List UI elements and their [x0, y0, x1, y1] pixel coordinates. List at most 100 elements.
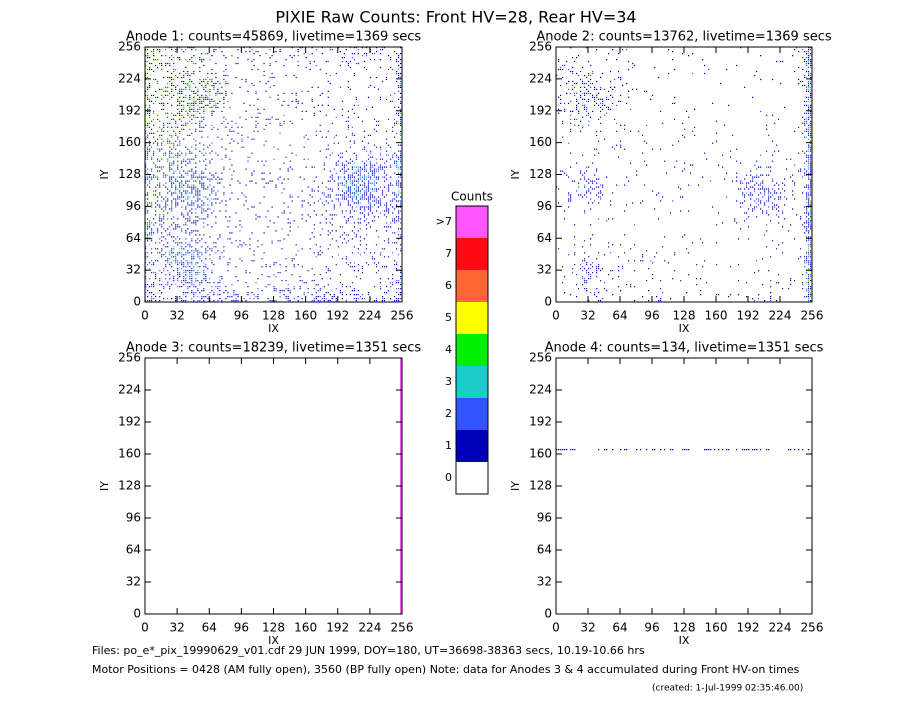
- y-tick-label: 64: [126, 231, 141, 245]
- y-tick-label: 96: [537, 511, 552, 525]
- y-tick-label: 160: [529, 135, 552, 149]
- x-tick-label: 0: [552, 309, 560, 323]
- y-axis-label: IY: [509, 481, 522, 491]
- x-tick-label: 64: [202, 309, 217, 323]
- pixel-texture: [556, 449, 810, 451]
- y-axis-label: IY: [509, 169, 522, 179]
- y-tick-label: 224: [118, 71, 141, 85]
- y-tick-label: 64: [537, 231, 552, 245]
- colorbar-swatch: [456, 206, 488, 238]
- panel: Anode 2: counts=13762, livetime=1369 sec…: [509, 30, 832, 336]
- colorbar-swatch: [456, 430, 488, 462]
- x-tick-label: 192: [737, 309, 760, 323]
- x-axis-label: IX: [268, 634, 279, 647]
- colorbar-label: >7: [436, 215, 452, 228]
- x-tick-label: 256: [801, 309, 824, 323]
- colorbar-swatch: [456, 238, 488, 270]
- colorbar-label: 1: [445, 439, 452, 452]
- y-axis-label: IY: [98, 481, 111, 491]
- colorbar-label: 4: [445, 343, 452, 356]
- y-tick-label: 32: [126, 263, 141, 277]
- figure-title: PIXIE Raw Counts: Front HV=28, Rear HV=3…: [275, 8, 636, 27]
- y-tick-label: 256: [529, 351, 552, 365]
- y-tick-label: 192: [529, 415, 552, 429]
- colorbar-swatch: [456, 334, 488, 366]
- x-tick-label: 32: [580, 621, 595, 635]
- x-tick-label: 128: [673, 621, 696, 635]
- colorbar-swatch: [456, 302, 488, 334]
- x-tick-label: 96: [644, 309, 659, 323]
- y-tick-label: 192: [118, 103, 141, 117]
- x-tick-label: 0: [552, 621, 560, 635]
- colorbar-swatch: [456, 366, 488, 398]
- y-axis-label: IY: [98, 169, 111, 179]
- y-tick-label: 160: [118, 447, 141, 461]
- y-tick-label: 224: [118, 383, 141, 397]
- y-tick-label: 0: [133, 295, 141, 309]
- x-tick-label: 256: [391, 621, 414, 635]
- x-tick-label: 256: [801, 621, 824, 635]
- x-tick-label: 96: [234, 621, 249, 635]
- x-tick-label: 224: [358, 621, 381, 635]
- x-tick-label: 64: [612, 309, 627, 323]
- y-tick-label: 128: [529, 167, 552, 181]
- panel-title: Anode 4: counts=134, livetime=1351 secs: [545, 341, 824, 356]
- y-tick-label: 128: [118, 167, 141, 181]
- y-tick-label: 0: [544, 607, 552, 621]
- x-tick-label: 128: [262, 309, 285, 323]
- x-tick-label: 256: [391, 309, 414, 323]
- x-tick-label: 192: [737, 621, 760, 635]
- x-tick-label: 0: [141, 309, 149, 323]
- footer-created: (created: 1-Jul-1999 02:35:46.00): [652, 684, 803, 694]
- y-tick-label: 160: [529, 447, 552, 461]
- colorbar-label: 6: [445, 279, 452, 292]
- x-tick-label: 96: [644, 621, 659, 635]
- colorbar-swatch: [456, 270, 488, 302]
- panel-title: Anode 1: counts=45869, livetime=1369 sec…: [126, 30, 422, 45]
- y-tick-label: 192: [529, 103, 552, 117]
- y-tick-label: 0: [544, 295, 552, 309]
- colorbar-label: 5: [445, 311, 452, 324]
- x-tick-label: 64: [612, 621, 627, 635]
- y-tick-label: 96: [537, 199, 552, 213]
- panel: Anode 1: counts=45869, livetime=1369 sec…: [98, 30, 421, 336]
- colorbar-label: 3: [445, 375, 452, 388]
- x-tick-label: 192: [326, 309, 349, 323]
- colorbar-swatch: [456, 398, 488, 430]
- y-tick-label: 96: [126, 511, 141, 525]
- y-tick-label: 64: [126, 543, 141, 557]
- x-tick-label: 160: [294, 309, 317, 323]
- panel-title: Anode 2: counts=13762, livetime=1369 sec…: [536, 30, 832, 45]
- y-tick-label: 96: [126, 199, 141, 213]
- x-axis-label: IX: [268, 322, 279, 335]
- colorbar-frame: [455, 205, 489, 495]
- y-tick-label: 128: [118, 479, 141, 493]
- x-tick-label: 32: [169, 309, 184, 323]
- y-tick-label: 0: [133, 607, 141, 621]
- x-tick-label: 32: [580, 309, 595, 323]
- footer-files: Files: po_e*_pix_19990629_v01.cdf 29 JUN…: [92, 644, 645, 657]
- x-tick-label: 160: [705, 621, 728, 635]
- x-tick-label: 96: [234, 309, 249, 323]
- colorbar-swatch: [456, 462, 488, 494]
- y-tick-label: 224: [529, 383, 552, 397]
- x-tick-label: 128: [262, 621, 285, 635]
- y-tick-label: 160: [118, 135, 141, 149]
- x-tick-label: 224: [769, 309, 792, 323]
- y-tick-label: 256: [118, 40, 141, 54]
- panel-title: Anode 3: counts=18239, livetime=1351 sec…: [126, 341, 422, 356]
- y-tick-label: 128: [529, 479, 552, 493]
- x-tick-label: 160: [705, 309, 728, 323]
- y-tick-label: 32: [537, 263, 552, 277]
- colorbar-title: Counts: [451, 190, 493, 204]
- x-tick-label: 192: [326, 621, 349, 635]
- colorbar-label: 2: [445, 407, 452, 420]
- y-tick-label: 32: [537, 575, 552, 589]
- x-tick-label: 0: [141, 621, 149, 635]
- y-tick-label: 256: [529, 40, 552, 54]
- x-tick-label: 224: [358, 309, 381, 323]
- y-tick-label: 32: [126, 575, 141, 589]
- x-axis-label: IX: [679, 322, 690, 335]
